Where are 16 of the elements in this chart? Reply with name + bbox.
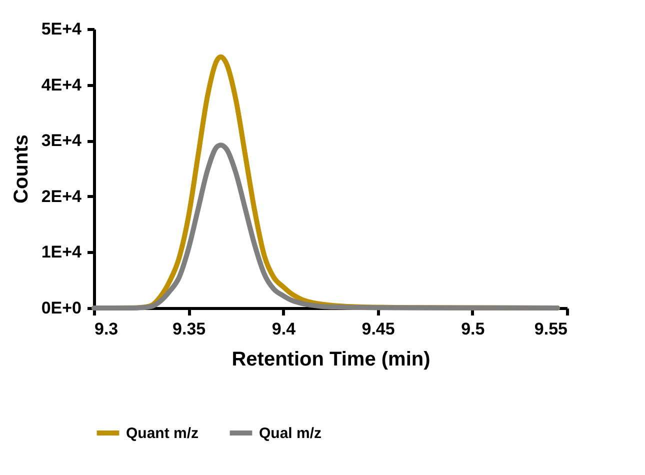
x-tick-label: 9.35 (172, 320, 206, 338)
y-tick-label: 1E+4 (41, 242, 82, 262)
y-tick-label: 2E+4 (41, 186, 82, 206)
y-tick-label: 0E+0 (41, 298, 82, 318)
x-tick-label: 9.55 (534, 320, 568, 338)
y-tick-label: 5E+4 (41, 20, 82, 38)
y-tick-label: 3E+4 (41, 131, 82, 150)
legend-label: Qual m/z (259, 425, 322, 442)
legend-label: Quant m/z (126, 425, 199, 442)
x-tick-label: 9.4 (272, 320, 296, 338)
x-tick-label: 9.45 (362, 320, 395, 338)
x-tick-label: 9.5 (461, 320, 485, 338)
x-tick-label: 9.3 (94, 320, 118, 338)
y-tick-label: 4E+4 (41, 75, 82, 94)
x-axis-title: Retention Time (min) (232, 348, 430, 370)
y-axis-title: Counts (10, 134, 32, 204)
